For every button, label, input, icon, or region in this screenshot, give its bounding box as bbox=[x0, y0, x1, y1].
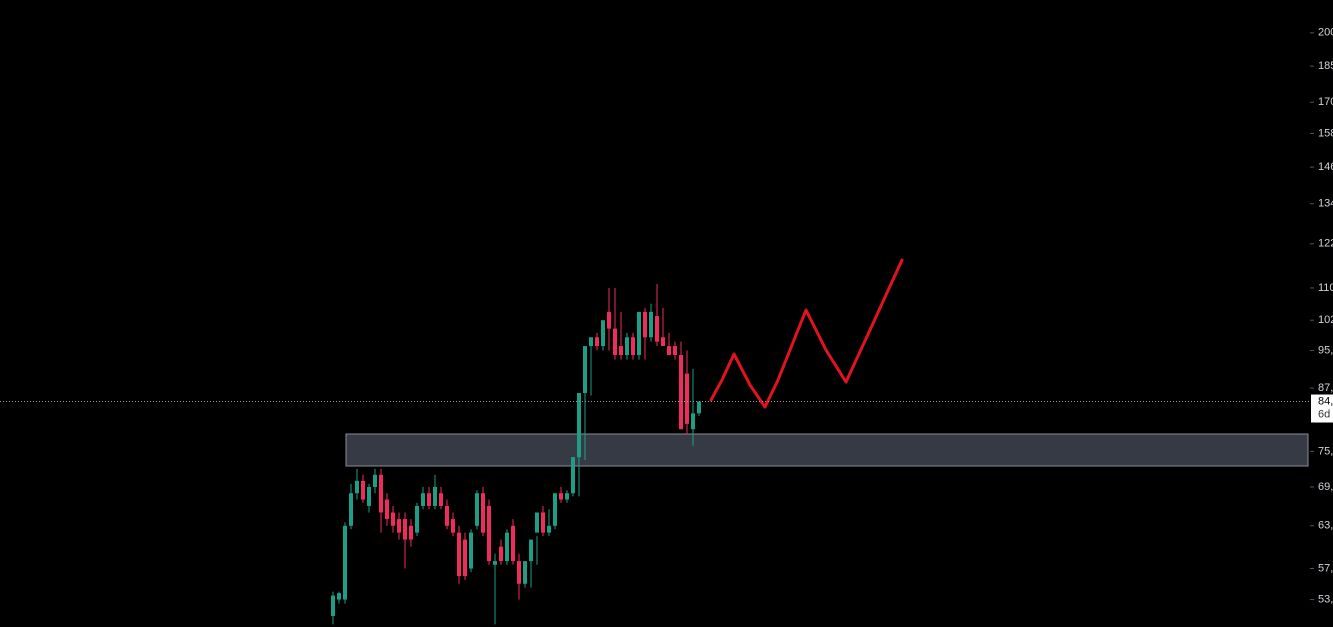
y-tick-label: 87, bbox=[1318, 382, 1333, 394]
candle-body bbox=[427, 493, 431, 506]
candle-body bbox=[463, 539, 467, 577]
candle-body bbox=[415, 505, 419, 533]
candle-body bbox=[583, 346, 587, 393]
candle-body bbox=[349, 493, 353, 526]
candle-body bbox=[673, 346, 677, 356]
candle-body bbox=[379, 474, 383, 513]
candle-body bbox=[517, 561, 521, 584]
candle-body bbox=[697, 401, 701, 414]
candle-body bbox=[601, 320, 605, 347]
y-tick-label: 185 bbox=[1318, 60, 1333, 72]
candle-body bbox=[577, 392, 581, 458]
y-tick-label: 158 bbox=[1318, 127, 1333, 139]
candle-body bbox=[433, 486, 437, 506]
candle-body bbox=[547, 525, 551, 533]
candle-body bbox=[493, 561, 497, 565]
candle-body bbox=[337, 593, 341, 600]
y-tick-label: 170 bbox=[1318, 96, 1333, 108]
candle-body bbox=[523, 561, 527, 584]
candle-body bbox=[649, 311, 653, 338]
candle-body bbox=[565, 493, 569, 500]
candle-body bbox=[655, 316, 659, 342]
candle-body bbox=[487, 505, 491, 562]
candle-body bbox=[397, 519, 401, 533]
candle-body bbox=[607, 311, 611, 329]
candle-body bbox=[403, 519, 407, 540]
candle-body bbox=[361, 480, 365, 500]
y-tick-label: 200 bbox=[1318, 27, 1333, 39]
candle-body bbox=[343, 525, 347, 600]
candle-body bbox=[553, 493, 557, 526]
candle-body bbox=[613, 328, 617, 356]
y-tick-label: 146 bbox=[1318, 161, 1333, 173]
y-tick-label: 57, bbox=[1318, 562, 1333, 574]
candle-body bbox=[541, 512, 545, 533]
candle-body bbox=[691, 413, 695, 430]
y-tick-label: 69, bbox=[1318, 481, 1333, 493]
support-zone bbox=[345, 433, 1309, 467]
candle-body bbox=[409, 525, 413, 540]
y-tick-label: 95, bbox=[1318, 344, 1333, 356]
price-tag-label: 84, bbox=[1318, 395, 1333, 407]
candle-body bbox=[589, 337, 593, 347]
candle-body bbox=[529, 539, 533, 562]
candle-body bbox=[451, 519, 455, 533]
price-tag bbox=[1311, 394, 1333, 423]
candle-body bbox=[367, 486, 371, 506]
candle-body bbox=[385, 499, 389, 520]
candle-body bbox=[685, 373, 689, 424]
y-tick-label: 110 bbox=[1318, 282, 1333, 294]
candle-body bbox=[637, 311, 641, 356]
candle-body bbox=[625, 337, 629, 356]
candle-body bbox=[481, 493, 485, 533]
candle-body bbox=[475, 493, 479, 526]
candle-body bbox=[535, 512, 539, 533]
y-tick-label: 134 bbox=[1318, 198, 1333, 210]
candle-body bbox=[619, 346, 623, 356]
y-tick-label: 102 bbox=[1318, 314, 1333, 326]
candle-body bbox=[445, 505, 449, 526]
candle-body bbox=[331, 595, 335, 616]
candle-body bbox=[559, 493, 563, 500]
candles bbox=[331, 284, 701, 625]
y-tick-label: 75, bbox=[1318, 445, 1333, 457]
candle-body bbox=[457, 532, 461, 577]
y-tick-label: 63, bbox=[1318, 520, 1333, 532]
candle-body bbox=[511, 525, 515, 562]
candle-body bbox=[679, 355, 683, 430]
drawing-path bbox=[709, 258, 904, 409]
y-tick-label: 122 bbox=[1318, 238, 1333, 250]
candle-body bbox=[643, 311, 647, 338]
candle-body bbox=[469, 532, 473, 569]
countdown-label: 6d bbox=[1318, 408, 1330, 420]
price-axis: 200 185 170 158 146 134 122 110 102 95, 87, 75, 69, 6… bbox=[0, 27, 1333, 605]
candle-body bbox=[571, 457, 575, 494]
candle-body bbox=[595, 337, 599, 347]
candle-body bbox=[499, 546, 503, 562]
candle-body bbox=[439, 493, 443, 506]
candle-body bbox=[667, 346, 671, 356]
y-tick-label: 53, bbox=[1318, 593, 1333, 605]
candle-body bbox=[391, 512, 395, 526]
candle-body bbox=[631, 337, 635, 356]
candle-body bbox=[421, 493, 425, 506]
candle-body bbox=[661, 337, 665, 347]
candle-body bbox=[373, 474, 377, 487]
candle-body bbox=[355, 480, 359, 494]
candle-body bbox=[505, 532, 509, 562]
